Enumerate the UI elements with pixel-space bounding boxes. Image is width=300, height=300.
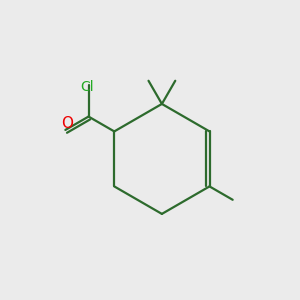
- Text: Cl: Cl: [80, 80, 94, 94]
- Text: O: O: [61, 116, 73, 131]
